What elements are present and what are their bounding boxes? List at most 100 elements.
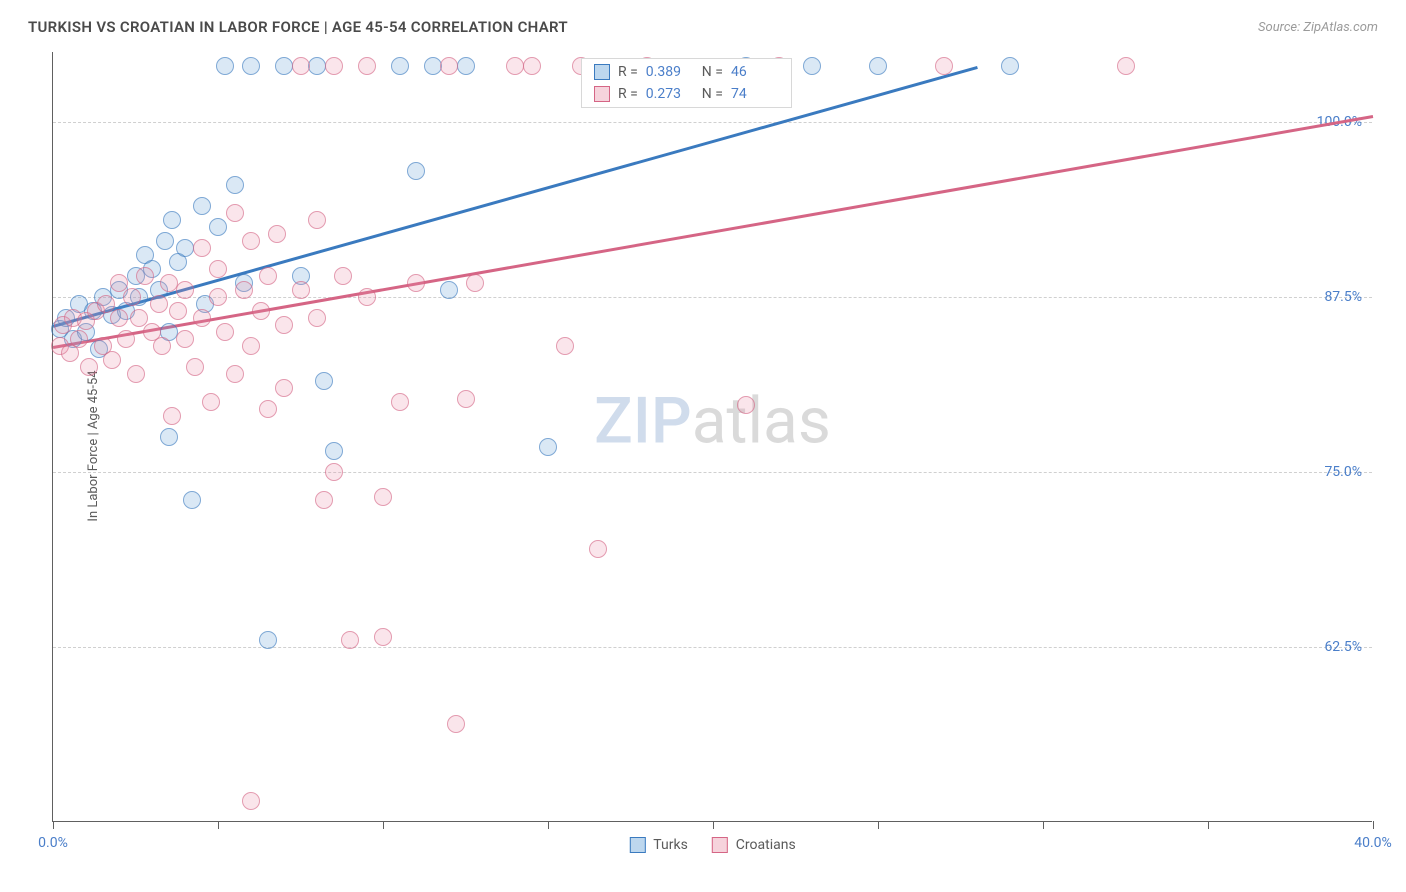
data-point — [440, 57, 458, 75]
data-point — [325, 57, 343, 75]
data-point — [242, 792, 260, 810]
data-point — [123, 288, 141, 306]
chart-title: TURKISH VS CROATIAN IN LABOR FORCE | AGE… — [28, 18, 568, 36]
watermark-atlas: atlas — [692, 384, 831, 459]
data-point — [176, 330, 194, 348]
data-point — [259, 267, 277, 285]
data-point — [202, 393, 220, 411]
gridline — [53, 122, 1372, 123]
data-point — [539, 438, 557, 456]
header: TURKISH VS CROATIAN IN LABOR FORCE | AGE… — [28, 18, 1378, 36]
data-point — [193, 309, 211, 327]
data-point — [226, 204, 244, 222]
stats-swatch — [594, 64, 610, 80]
y-tick-label: 75.0% — [1324, 464, 1362, 480]
data-point — [358, 288, 376, 306]
data-point — [391, 393, 409, 411]
data-point — [169, 302, 187, 320]
stats-box: R =0.389N =46R =0.273N =74 — [581, 58, 792, 108]
data-point — [259, 631, 277, 649]
data-point — [556, 337, 574, 355]
stats-row: R =0.273N =74 — [582, 83, 791, 105]
data-point — [176, 281, 194, 299]
data-point — [117, 330, 135, 348]
source-label: Source: ZipAtlas.com — [1258, 20, 1378, 35]
data-point — [235, 281, 253, 299]
data-point — [242, 57, 260, 75]
data-point — [193, 197, 211, 215]
data-point — [589, 540, 607, 558]
data-point — [160, 428, 178, 446]
legend-swatch — [712, 837, 728, 853]
stats-n-value: 46 — [731, 64, 779, 80]
data-point — [186, 358, 204, 376]
data-point — [163, 407, 181, 425]
data-point — [308, 211, 326, 229]
x-tick — [1043, 821, 1044, 829]
data-point — [153, 337, 171, 355]
data-point — [176, 239, 194, 257]
data-point — [506, 57, 524, 75]
data-point — [440, 281, 458, 299]
data-point — [466, 274, 484, 292]
legend-label: Croatians — [736, 837, 796, 853]
data-point — [183, 491, 201, 509]
y-tick-label: 87.5% — [1324, 289, 1362, 305]
data-point — [325, 463, 343, 481]
data-point — [407, 162, 425, 180]
data-point — [209, 218, 227, 236]
data-point — [110, 309, 128, 327]
data-point — [457, 390, 475, 408]
data-point — [160, 274, 178, 292]
x-tick — [53, 821, 54, 829]
x-tick — [383, 821, 384, 829]
data-point — [226, 365, 244, 383]
stats-row: R =0.389N =46 — [582, 61, 791, 83]
x-tick — [218, 821, 219, 829]
data-point — [216, 57, 234, 75]
data-point — [209, 260, 227, 278]
stats-n-label: N = — [702, 86, 723, 102]
x-tick — [878, 821, 879, 829]
legend-label: Turks — [653, 837, 688, 853]
watermark-zip: ZIP — [594, 384, 692, 459]
data-point — [150, 295, 168, 313]
plot-area: ZIPatlas 62.5%75.0%87.5%100.0%0.0%40.0%R… — [52, 52, 1372, 822]
data-point — [308, 57, 326, 75]
data-point — [457, 57, 475, 75]
data-point — [127, 365, 145, 383]
data-point — [374, 488, 392, 506]
chart-container: TURKISH VS CROATIAN IN LABOR FORCE | AGE… — [0, 0, 1406, 892]
data-point — [268, 225, 286, 243]
legend-item: Turks — [629, 837, 688, 853]
data-point — [447, 715, 465, 733]
stats-r-label: R = — [618, 64, 638, 80]
watermark: ZIPatlas — [594, 384, 831, 459]
data-point — [374, 628, 392, 646]
gridline — [53, 297, 1372, 298]
data-point — [341, 631, 359, 649]
x-tick-label: 40.0% — [1354, 835, 1392, 851]
data-point — [358, 57, 376, 75]
legend: Turks Croatians — [629, 837, 795, 853]
data-point — [935, 57, 953, 75]
stats-r-label: R = — [618, 86, 638, 102]
data-point — [275, 379, 293, 397]
data-point — [242, 232, 260, 250]
stats-r-value: 0.389 — [646, 64, 694, 80]
gridline — [53, 472, 1372, 473]
data-point — [242, 337, 260, 355]
x-tick — [713, 821, 714, 829]
data-point — [292, 57, 310, 75]
data-point — [252, 302, 270, 320]
data-point — [259, 400, 277, 418]
data-point — [226, 176, 244, 194]
legend-item: Croatians — [712, 837, 796, 853]
data-point — [156, 232, 174, 250]
data-point — [292, 281, 310, 299]
data-point — [737, 396, 755, 414]
data-point — [1117, 57, 1135, 75]
stats-swatch — [594, 86, 610, 102]
stats-n-value: 74 — [731, 86, 779, 102]
x-tick-label: 0.0% — [38, 835, 68, 851]
